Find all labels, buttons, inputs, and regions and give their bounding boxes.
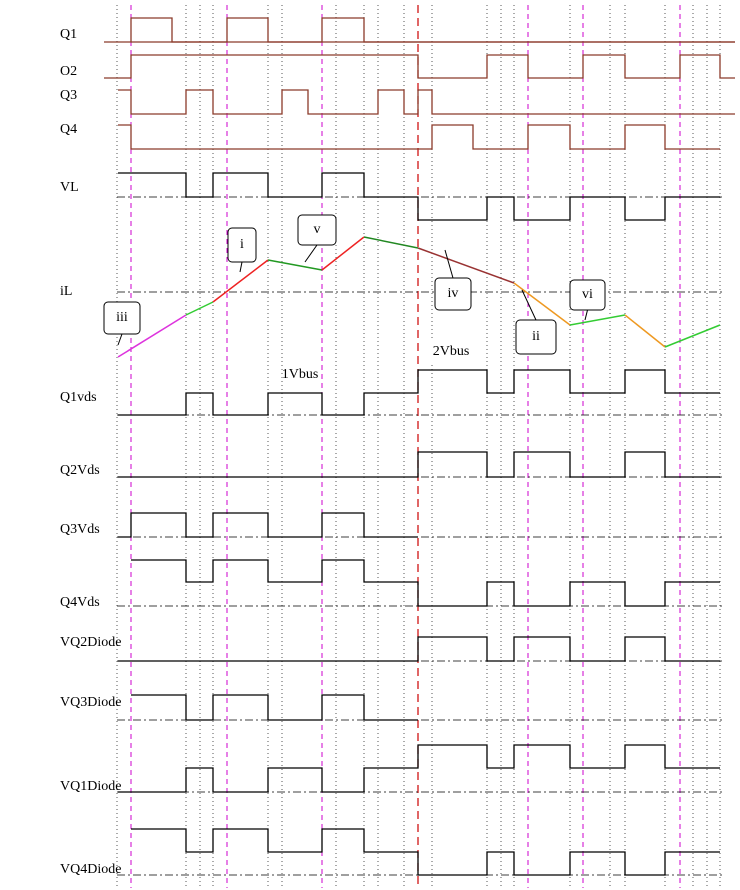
signal-label: VQ1Diode [60,779,121,794]
il-segment [417,247,515,284]
vq1-wave [118,744,720,793]
vl-wave [118,172,720,221]
il-segment [212,259,269,303]
signal-label: O2 [60,64,77,79]
level-box [424,340,478,364]
callout-tail [584,309,588,321]
signal-label: Q1vds [60,390,97,405]
il-segment [117,314,187,358]
callout-tail [239,261,243,273]
signal-label: Q2Vds [60,463,100,478]
vq2-wave [118,636,720,662]
waveforms [104,17,735,876]
signal-label: Q4Vds [60,595,100,610]
q1-wave [104,17,735,43]
callout-tail [117,333,123,346]
vq3-wave [131,694,418,721]
q3vds-wave [118,512,418,538]
il-segment [363,236,419,249]
callout-label: iii [116,310,128,325]
il-segment [569,314,626,326]
signal-label: Q1 [60,27,77,42]
level-label: 2Vbus [433,344,470,359]
vq4-wave [131,828,720,876]
callout-tail [304,244,318,263]
q2-wave [104,54,735,79]
signal-label: iL [60,284,72,299]
signal-label: VQ3Diode [60,695,121,710]
q1vds-wave [118,369,720,416]
signal-label: Q4 [60,122,77,137]
callout-tail [521,289,537,321]
q2vds-wave [118,451,720,478]
il-segment [321,236,365,271]
il-segment [664,324,721,348]
il-segment [513,282,571,326]
signal-label: Q3 [60,88,77,103]
callout-label: vi [582,287,593,302]
callout-label: ii [532,329,540,344]
callout-label: i [240,237,244,252]
callout-label: iv [448,286,459,301]
labels: Q1 O2 Q3 Q4 VL iL Q1vds Q2Vds Q3Vds Q4Vds VQ2Diode… [60,27,606,877]
il-segment [267,259,323,271]
signal-label: Q3Vds [60,522,100,537]
il-segment [624,314,666,348]
q3-wave [118,89,735,115]
il-segment [185,301,214,316]
level-label: 1Vbus [282,367,319,382]
q4vds-wave [131,559,720,607]
signal-label: VL [60,180,79,195]
signal-label: VQ4Diode [60,862,121,877]
q4-wave [118,124,720,150]
callout-label: v [314,222,321,237]
signal-label: VQ2Diode [60,635,121,650]
callout-tail [444,249,454,279]
